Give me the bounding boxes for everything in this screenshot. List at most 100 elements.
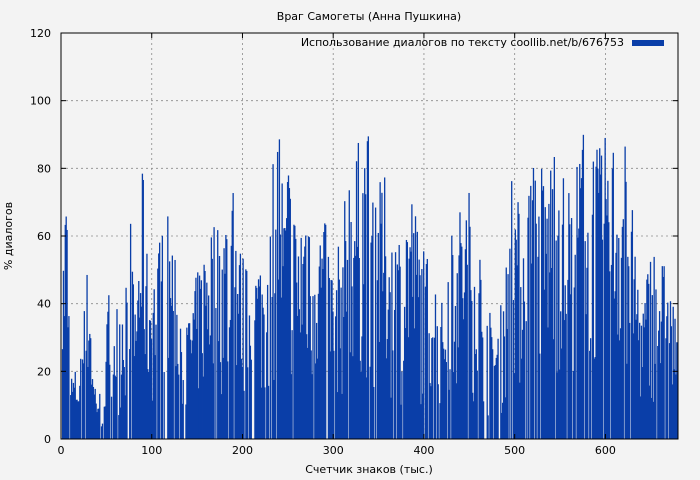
bar: [296, 315, 299, 439]
y-tick-label: 60: [37, 230, 51, 243]
bar: [429, 383, 431, 439]
bar: [83, 311, 85, 439]
bar: [674, 318, 676, 439]
bar: [286, 182, 289, 439]
bar: [558, 210, 560, 439]
bar: [213, 227, 215, 439]
bar: [73, 387, 76, 439]
bar: [197, 272, 199, 439]
bar: [611, 168, 614, 440]
bar: [115, 376, 117, 439]
bar: [578, 228, 580, 439]
bar: [482, 401, 485, 439]
bar: [228, 327, 231, 439]
bar: [79, 385, 81, 439]
bar: [416, 231, 418, 439]
bar: [267, 385, 270, 439]
bar: [413, 233, 415, 439]
bar: [101, 423, 104, 439]
bar: [648, 385, 651, 439]
bar: [177, 363, 179, 439]
bar: [305, 334, 308, 439]
bar: [121, 324, 124, 439]
bar: [379, 182, 381, 440]
bar: [462, 298, 464, 439]
bar: [66, 229, 68, 439]
bar: [675, 374, 677, 439]
bar: [133, 356, 135, 439]
bar: [542, 186, 545, 439]
bar: [129, 223, 132, 439]
bar: [401, 371, 403, 439]
bar: [242, 258, 244, 439]
bar: [99, 393, 101, 439]
bar: [126, 302, 128, 439]
bar: [390, 397, 392, 439]
bar: [232, 193, 234, 439]
bar: [400, 404, 402, 439]
bar: [471, 301, 473, 439]
bar: [455, 383, 458, 439]
bar: [248, 315, 251, 439]
bar: [553, 156, 555, 439]
bar: [535, 223, 537, 439]
bar: [188, 323, 191, 439]
legend: Использование диалогов по тексту coollib…: [301, 36, 664, 49]
bar: [317, 293, 320, 439]
bar: [168, 261, 171, 439]
bar: [444, 349, 447, 439]
bar: [222, 357, 224, 439]
bar: [555, 240, 557, 439]
bar: [651, 295, 653, 439]
bar: [171, 255, 174, 439]
bar: [352, 356, 354, 439]
bar: [194, 291, 196, 439]
bar: [607, 180, 609, 439]
bar: [196, 328, 198, 439]
bar: [502, 311, 505, 439]
bar: [354, 241, 356, 439]
bar: [476, 370, 478, 439]
x-tick-label: 100: [141, 444, 162, 457]
bar: [295, 238, 297, 439]
bar: [122, 359, 125, 439]
bar: [512, 299, 515, 439]
bar: [333, 350, 335, 439]
bar: [123, 367, 125, 439]
bar: [520, 287, 522, 439]
bar: [349, 352, 351, 439]
bar: [387, 309, 389, 439]
bar: [626, 363, 628, 439]
bar: [661, 266, 663, 439]
bar: [180, 352, 183, 439]
bar: [494, 364, 497, 439]
bar: [384, 177, 386, 439]
bar: [282, 266, 284, 439]
bar: [534, 180, 536, 439]
bar: [224, 273, 226, 439]
bar: [269, 236, 271, 439]
bar: [229, 319, 232, 439]
bar: [411, 204, 413, 439]
bar: [627, 256, 629, 439]
bar: [570, 294, 572, 439]
bar: [621, 226, 624, 439]
bar: [568, 193, 570, 439]
bar: [136, 331, 138, 439]
bar: [327, 256, 330, 439]
x-axis-label: Счетчик знаков (тыс.): [305, 463, 433, 476]
bar: [360, 371, 362, 439]
bar: [630, 231, 633, 439]
bar: [618, 238, 620, 439]
bar: [274, 293, 276, 439]
bar: [287, 175, 290, 440]
bar: [247, 367, 249, 439]
bar: [77, 401, 79, 439]
bar: [640, 325, 643, 439]
bar: [419, 275, 421, 439]
bar: [452, 372, 455, 439]
bar: [198, 388, 200, 439]
bar: [71, 391, 74, 439]
bar: [353, 257, 355, 439]
bar: [576, 166, 578, 439]
